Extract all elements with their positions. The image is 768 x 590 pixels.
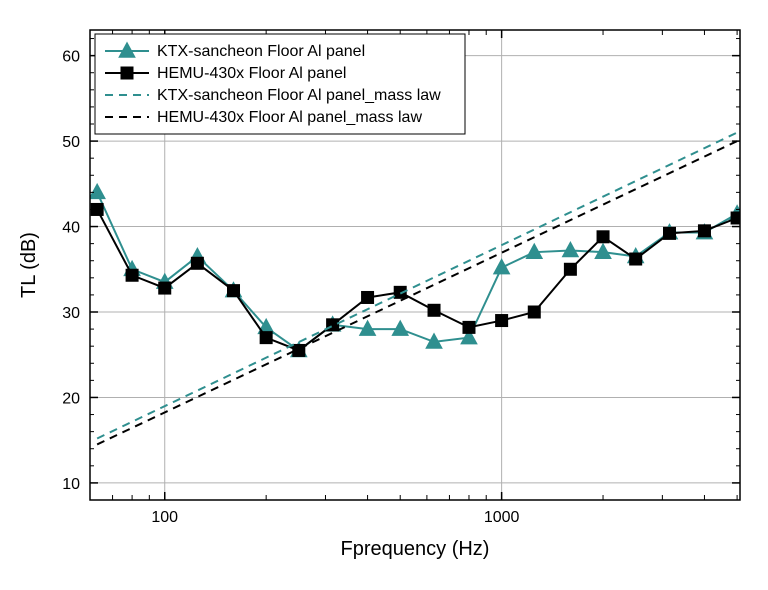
legend: KTX-sancheon Floor Al panel HEMU-430x Flo… <box>95 34 465 134</box>
y-tick-label: 40 <box>62 220 80 237</box>
legend-label: HEMU-430x Floor Al panel <box>157 65 346 82</box>
legend-label: HEMU-430x Floor Al panel_mass law <box>157 109 422 126</box>
x-tick-label: 100 <box>151 509 178 526</box>
legend-label: KTX-sancheon Floor Al panel_mass law <box>157 87 441 104</box>
x-tick-label: 1000 <box>484 509 520 526</box>
legend-label: KTX-sancheon Floor Al panel <box>157 43 365 60</box>
y-tick-label: 30 <box>62 305 80 322</box>
y-tick-label: 60 <box>62 49 80 66</box>
x-axis-label: Fprequency (Hz) <box>341 538 490 560</box>
chart-svg: 100 1000 10 20 30 40 50 60 Fprequency (Hz) TL (dB… <box>0 0 768 590</box>
y-tick-label: 20 <box>62 390 80 407</box>
y-tick-label: 10 <box>62 476 80 493</box>
chart-container: { "chart": { "type": "line", "width": 76… <box>0 0 768 590</box>
y-axis-label: TL (dB) <box>18 232 40 298</box>
y-tick-label: 50 <box>62 134 80 151</box>
